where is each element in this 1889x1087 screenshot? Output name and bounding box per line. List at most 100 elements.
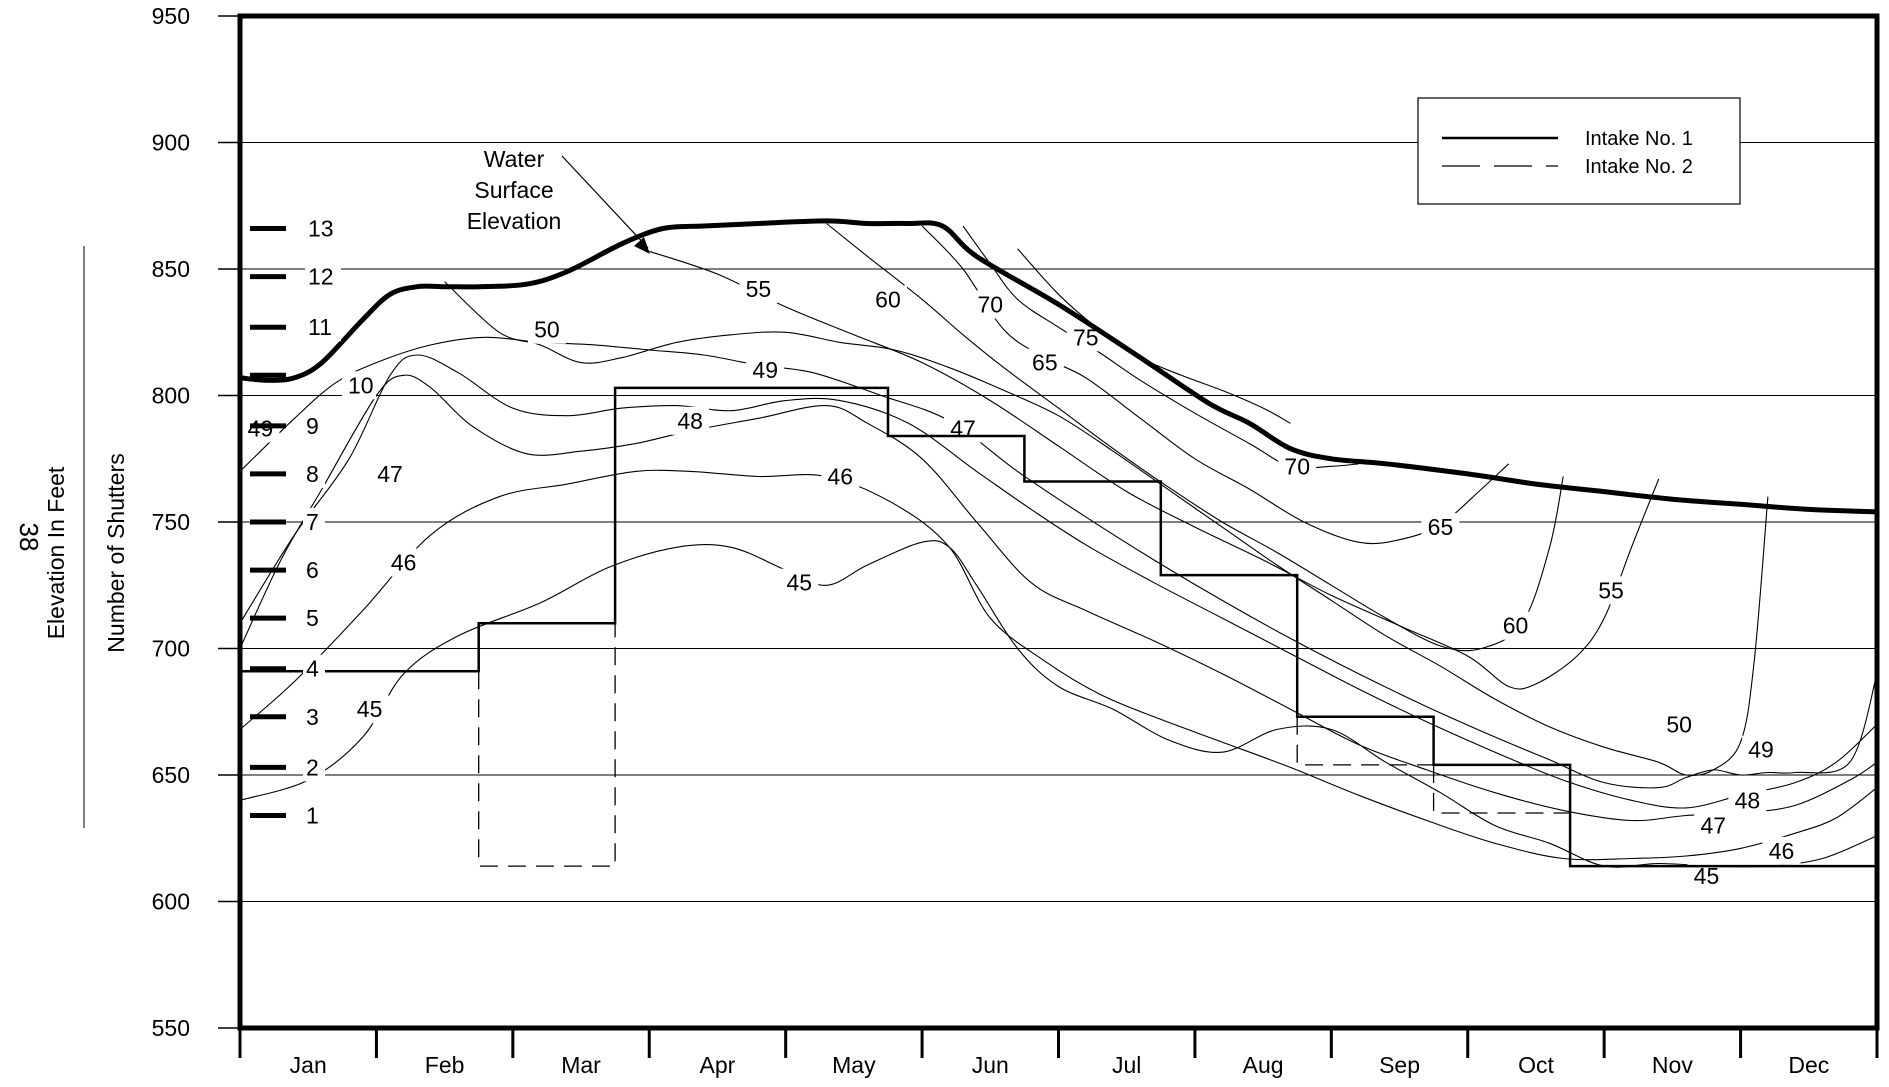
isotherm-label-bg: [821, 462, 860, 491]
x-tick-label-jun: Jun: [972, 1052, 1009, 1078]
shutter-label-11: 11: [308, 314, 332, 340]
legend: Intake No. 1 Intake No. 2: [1417, 97, 1741, 205]
annotation-line-1: Water: [484, 146, 545, 172]
isotherm-label-50: 50: [534, 317, 560, 343]
page-number: 38: [14, 523, 44, 552]
isotherm-label-45: 45: [1694, 863, 1720, 889]
shutter-label-bg: [303, 459, 325, 488]
legend-box: [1417, 97, 1741, 205]
isotherm-label-bg: [241, 414, 280, 443]
isotherm-lines: 4545454646464747474848494949505055556060…: [239, 223, 1878, 891]
annotation-line-3: Elevation: [467, 208, 562, 234]
intake-no-1-line: [240, 386, 1877, 868]
isotherm-label-bg: [1421, 513, 1460, 542]
shutter-label-3: 3: [306, 704, 319, 730]
isotherm-label-46: 46: [827, 463, 853, 489]
isotherm-label-47: 47: [1701, 813, 1727, 839]
x-tick-label-oct: Oct: [1518, 1052, 1554, 1078]
isotherm-label-bg: [1496, 611, 1535, 640]
isotherm-label-bg: [868, 285, 907, 314]
isotherm-label-bg: [944, 414, 983, 443]
x-tick-label-may: May: [832, 1052, 876, 1078]
isotherm-46: [239, 469, 1878, 861]
y-tick-label: 600: [152, 889, 190, 915]
x-tick-label-jul: Jul: [1112, 1052, 1141, 1078]
shutter-label-2: 2: [306, 754, 319, 780]
isotherm-label-bg: [1660, 710, 1699, 739]
isotherm-label-bg: [527, 315, 566, 344]
isotherm-label-bg: [1694, 811, 1733, 840]
isotherm-label-65: 65: [1428, 514, 1454, 540]
isotherm-49: [239, 336, 1878, 789]
isotherm-label-bg: [1728, 786, 1767, 815]
shutter-label-bg: [303, 702, 325, 731]
isotherm-label-bg: [1742, 735, 1781, 764]
isotherm-label-bg: [1591, 576, 1630, 605]
isotherm-label-49: 49: [248, 415, 274, 441]
isotherm-label-bg: [739, 275, 778, 304]
x-tick-label-dec: Dec: [1788, 1052, 1829, 1078]
isotherm-75: [1017, 248, 1291, 424]
isotherm-label-49: 49: [1748, 737, 1774, 763]
isotherm-label-48: 48: [1735, 787, 1761, 813]
isotherm-label-bg: [384, 548, 423, 577]
isotherm-label-49: 49: [752, 357, 778, 383]
annotation-arrowhead: [634, 237, 650, 254]
y-axis-title-shutters: Number of Shutters: [103, 453, 129, 652]
isotherm-48: [239, 354, 1878, 809]
isotherm-label-bg: [371, 459, 410, 488]
y-tick-label: 750: [152, 509, 190, 535]
isotherm-label-45: 45: [357, 696, 383, 722]
gridlines: [240, 142, 1877, 902]
intake-no-2-line: [1296, 716, 1434, 766]
isotherm-label-45: 45: [787, 570, 813, 596]
shutter-label-7: 7: [306, 509, 319, 535]
water-surface-annotation: Water Surface Elevation: [467, 146, 650, 254]
shutter-label-bg: [303, 654, 325, 683]
isotherm-label-55: 55: [1598, 577, 1624, 603]
y-axis-title: Elevation In Feet: [43, 466, 69, 639]
isotherm-label-47: 47: [950, 415, 976, 441]
isotherm-60: [826, 223, 1564, 652]
isotherm-label-bg: [671, 406, 710, 435]
shutter-label-9: 9: [306, 413, 319, 439]
shutter-label-8: 8: [306, 461, 319, 487]
shutter-label-10: 10: [348, 372, 374, 398]
shutter-label-bg: [303, 753, 325, 782]
y-tick-label: 800: [152, 383, 190, 409]
shutter-label-bg: [303, 508, 325, 536]
shutter-label-bg: [303, 604, 325, 633]
water-surface-line: [239, 218, 1878, 515]
isotherm-label-46: 46: [391, 549, 417, 575]
shutter-label-bg: [305, 262, 341, 291]
x-tick-label-mar: Mar: [561, 1052, 601, 1078]
shutter-label-bg: [303, 556, 325, 585]
shutter-label-bg: [342, 371, 376, 400]
isotherm-label-70: 70: [1284, 453, 1310, 479]
intake-lines: [240, 386, 1877, 868]
x-tick-label-apr: Apr: [700, 1052, 736, 1078]
x-tick-label-nov: Nov: [1652, 1052, 1693, 1078]
y-tick-label: 550: [152, 1015, 190, 1041]
x-tick-label-sep: Sep: [1379, 1052, 1420, 1078]
isotherm-label-46: 46: [1769, 838, 1795, 864]
isotherm-label-47: 47: [377, 461, 403, 487]
legend-entry-intake-2: Intake No. 2: [1585, 156, 1693, 178]
y-tick-label: 700: [152, 636, 190, 662]
shutter-label-13: 13: [308, 216, 334, 242]
shutter-label-6: 6: [306, 557, 319, 583]
x-tick-label-aug: Aug: [1243, 1052, 1284, 1078]
isotherm-55: [649, 250, 1660, 690]
isotherm-label-bg: [1762, 836, 1801, 865]
shutter-label-bg: [305, 313, 341, 342]
y-tick-label: 650: [152, 762, 190, 788]
isotherm-label-60: 60: [875, 286, 901, 312]
isotherm-label-50: 50: [1666, 711, 1692, 737]
isotherm-label-bg: [971, 290, 1010, 319]
y-tick-label: 900: [152, 130, 190, 156]
shutter-label-12: 12: [308, 264, 334, 290]
shutter-label-4: 4: [306, 656, 319, 682]
